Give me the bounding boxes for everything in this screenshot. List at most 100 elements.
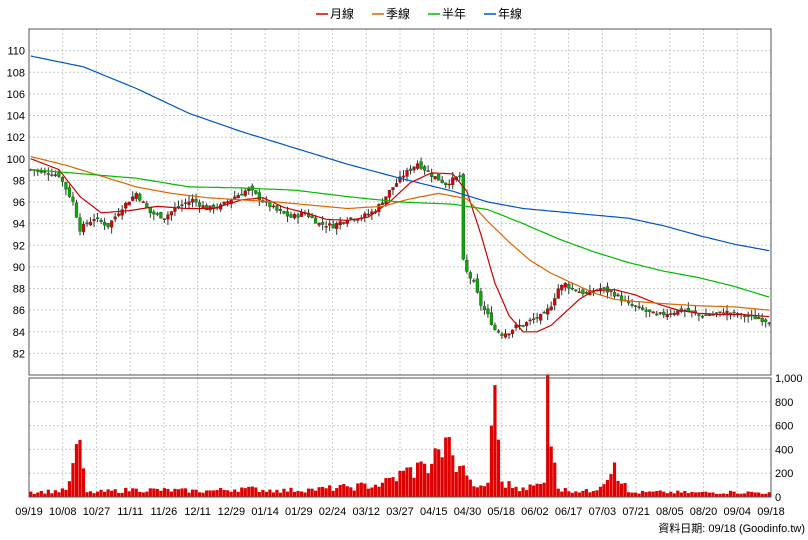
- volume-bar: [373, 484, 377, 497]
- volume-bar: [475, 487, 479, 497]
- candle-body: [510, 329, 515, 334]
- volume-bar: [310, 488, 314, 497]
- candle-body: [67, 187, 72, 197]
- legend-label: 半年: [442, 7, 466, 21]
- volume-bar: [124, 487, 128, 497]
- candle-body: [285, 211, 290, 217]
- x-tick-label: 01/29: [285, 506, 313, 518]
- volume-bar: [679, 492, 683, 497]
- candle-body: [641, 307, 645, 310]
- candle-body: [152, 211, 156, 215]
- candle-body: [482, 306, 486, 311]
- candle-body: [644, 309, 648, 312]
- volume-bar: [721, 493, 726, 497]
- volume-bar: [88, 491, 93, 497]
- volume-bar: [616, 480, 620, 497]
- candle-body: [180, 204, 184, 206]
- candle-body: [363, 213, 367, 218]
- volume-bar: [767, 492, 771, 497]
- volume-bar: [581, 490, 585, 497]
- volume-bar: [215, 490, 219, 497]
- candle-body: [507, 333, 511, 336]
- legend-label: 季線: [386, 6, 410, 21]
- candle-body: [570, 287, 574, 290]
- candle-body: [496, 330, 501, 333]
- candle-body: [243, 190, 247, 196]
- volume-bar: [489, 425, 494, 497]
- candle-body: [324, 226, 328, 228]
- candle-body: [546, 308, 550, 315]
- candle-body: [415, 163, 420, 169]
- candle-body: [254, 190, 258, 194]
- volume-bar: [264, 491, 268, 497]
- volume-bar: [363, 483, 367, 497]
- volume-bar: [426, 473, 430, 497]
- volume-bar: [169, 491, 174, 497]
- candle-body: [437, 174, 441, 181]
- candle-body: [423, 166, 427, 171]
- volume-bar: [574, 491, 578, 497]
- candle-body: [317, 222, 321, 226]
- x-axis: 09/19 10/08 10/27 11/11 11/26 12/11 12/29 01/14…: [15, 506, 785, 518]
- candle-body: [64, 181, 68, 190]
- candle-body: [380, 202, 385, 205]
- candle-body: [240, 193, 244, 196]
- moving-average-lines: [30, 55, 770, 333]
- price-tick-label: 104: [7, 111, 25, 123]
- volume-bar: [479, 485, 483, 497]
- candle-body: [542, 311, 546, 314]
- volume-bar: [36, 492, 40, 497]
- candle-body: [714, 312, 719, 314]
- volume-bar: [285, 491, 290, 497]
- x-tick-label: 10/08: [49, 506, 77, 518]
- volume-bar: [240, 487, 244, 497]
- candle-body: [148, 207, 152, 214]
- x-tick-label: 01/14: [251, 506, 279, 518]
- volume-bar: [503, 487, 508, 497]
- candle-body: [85, 222, 89, 225]
- candle-body: [141, 201, 145, 203]
- x-tick-label: 09/04: [724, 506, 752, 518]
- x-tick-label: 11/11: [117, 506, 143, 518]
- volume-bar: [591, 491, 596, 497]
- candle-body: [278, 209, 283, 211]
- price-frame: [28, 28, 772, 376]
- candle-body: [767, 322, 771, 325]
- volume-bar: [750, 491, 754, 497]
- candle-body: [648, 309, 652, 312]
- volume-bar: [219, 487, 223, 497]
- volume-bar: [331, 490, 335, 497]
- x-tick-label: 04/30: [454, 506, 482, 518]
- volume-bar: [43, 493, 47, 497]
- candle-body: [419, 161, 423, 169]
- volume-bar: [117, 492, 121, 497]
- volume-bar: [120, 492, 124, 497]
- candle-body: [581, 289, 585, 295]
- candle-body: [556, 288, 560, 299]
- volume-bar: [292, 491, 297, 497]
- volume-tick-label: 1,000: [775, 373, 803, 385]
- candle-body: [486, 308, 490, 315]
- volume-bar: [482, 486, 486, 497]
- candle-body: [159, 212, 163, 219]
- volume-bar: [447, 437, 451, 497]
- volume-bar: [306, 488, 311, 497]
- volume-bar: [352, 490, 356, 497]
- candle-body: [162, 218, 166, 220]
- volume-bar: [662, 491, 666, 497]
- volume-bar: [366, 488, 370, 497]
- volume-bar: [162, 488, 166, 497]
- candle-body: [81, 223, 86, 233]
- price-tick-label: 96: [13, 197, 25, 209]
- volume-bar: [539, 484, 543, 497]
- candle-body: [57, 172, 61, 177]
- candle-body: [257, 192, 261, 200]
- volume-bar: [46, 489, 50, 497]
- candle-body: [113, 216, 117, 220]
- candle-body: [366, 213, 370, 216]
- candle-body: [658, 312, 662, 314]
- volume-bar: [275, 489, 279, 497]
- volume-bar: [387, 477, 392, 497]
- candle-body: [226, 201, 230, 204]
- volume-bar: [183, 488, 188, 497]
